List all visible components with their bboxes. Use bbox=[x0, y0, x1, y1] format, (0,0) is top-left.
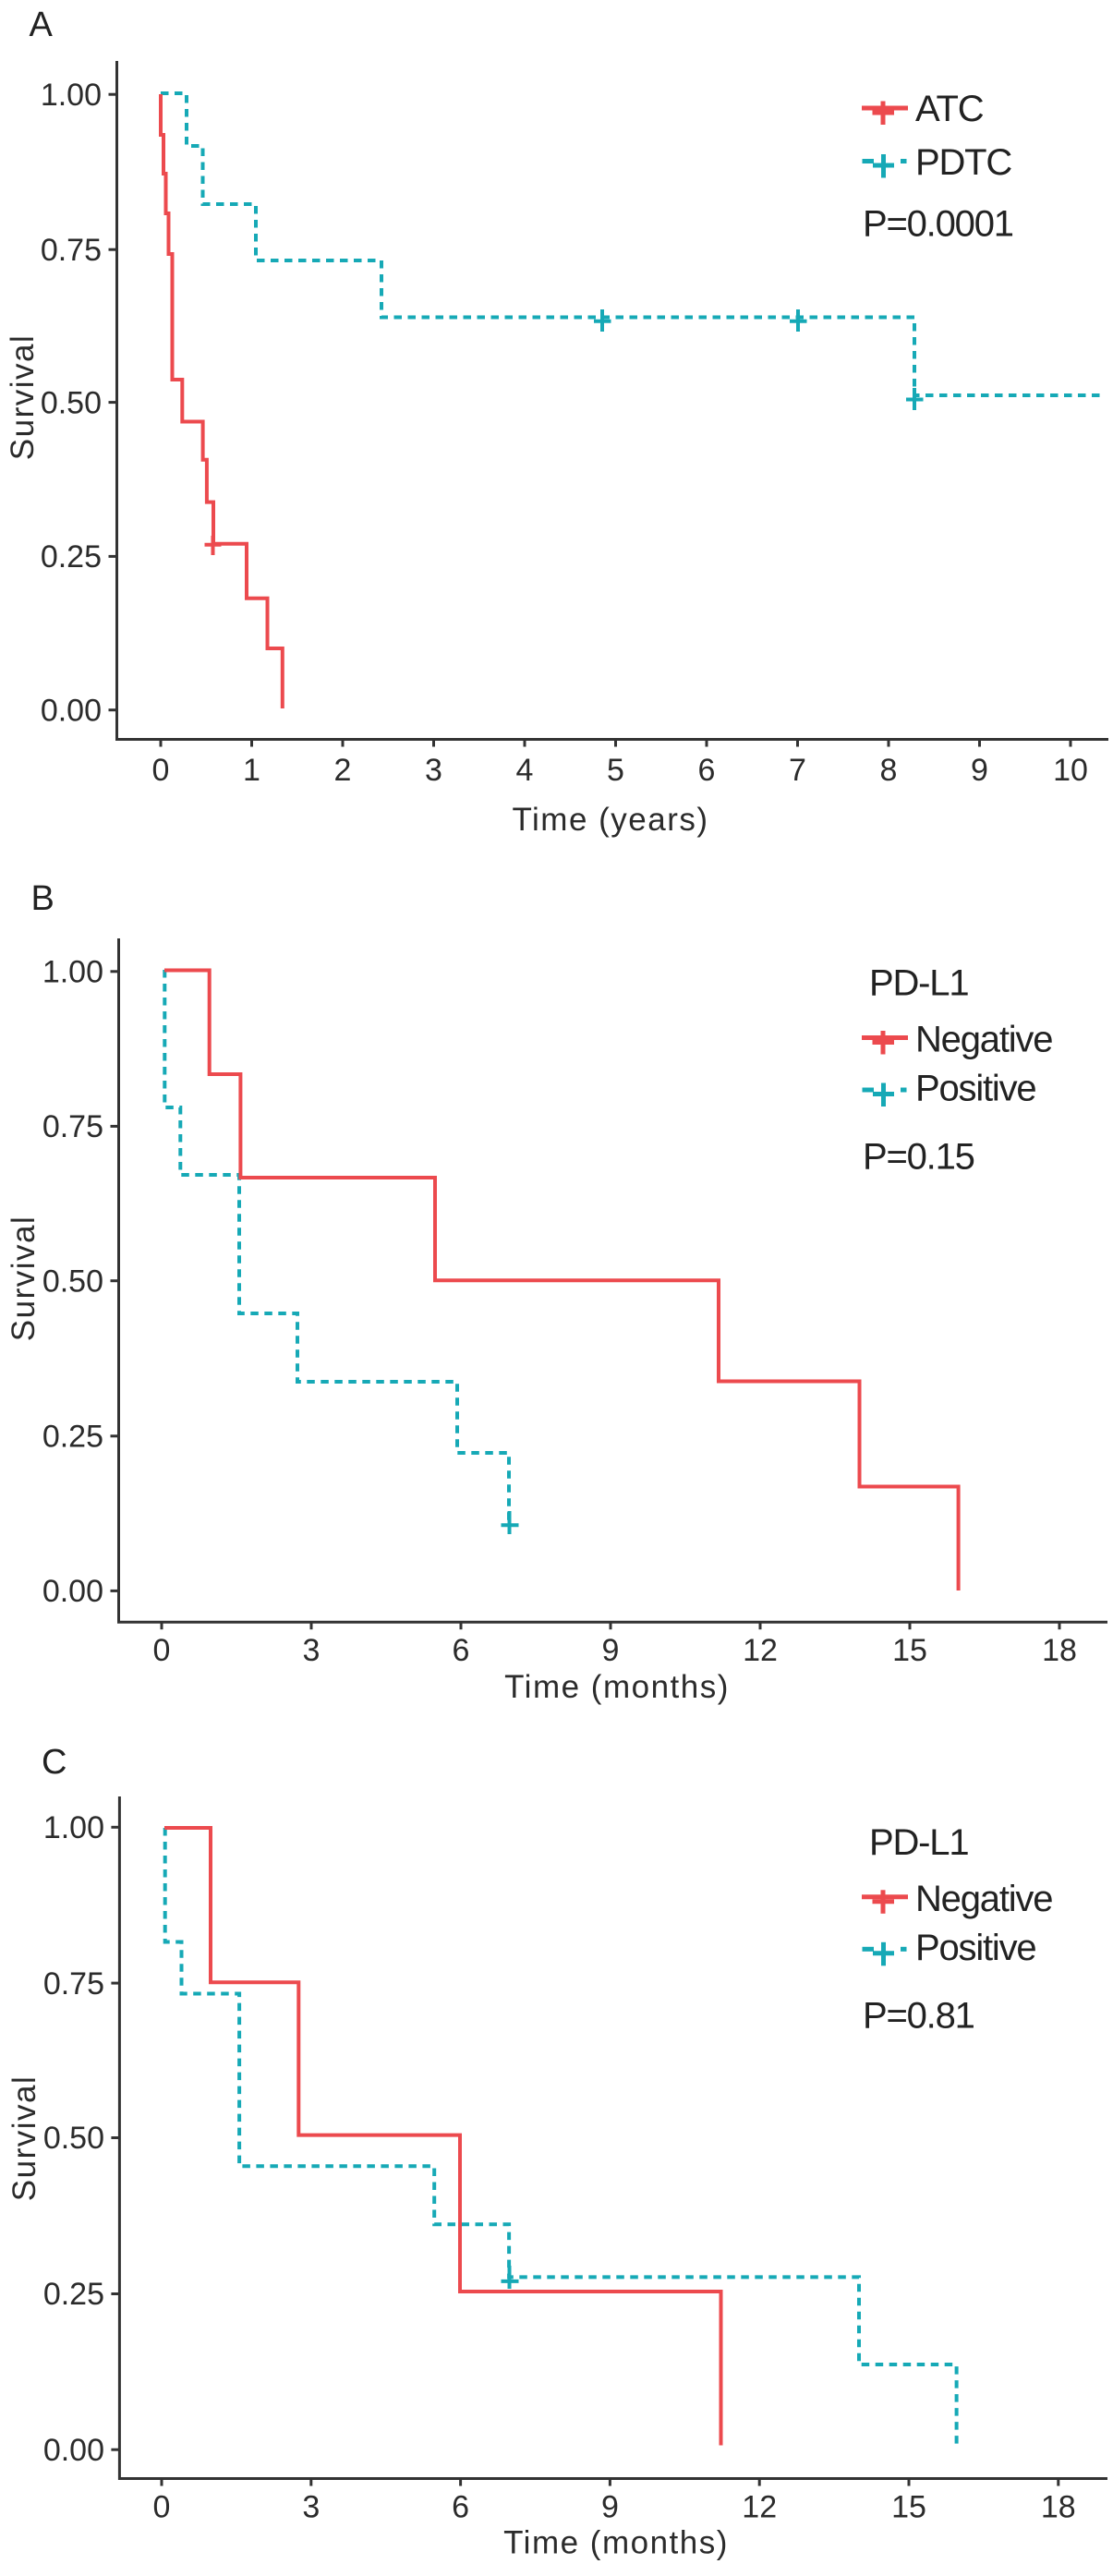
svg-text:6: 6 bbox=[452, 2489, 469, 2524]
svg-text:9: 9 bbox=[971, 753, 988, 788]
svg-text:10: 10 bbox=[1053, 753, 1088, 788]
svg-text:ATC: ATC bbox=[915, 89, 984, 129]
svg-text:P=0.81: P=0.81 bbox=[863, 1996, 974, 2037]
svg-text:7: 7 bbox=[789, 753, 806, 788]
svg-text:12: 12 bbox=[742, 2489, 777, 2524]
svg-text:0.50: 0.50 bbox=[42, 1264, 103, 1299]
svg-text:0.75: 0.75 bbox=[43, 1966, 104, 2002]
svg-text:Survival: Survival bbox=[5, 334, 41, 460]
svg-text:0.75: 0.75 bbox=[41, 233, 102, 268]
svg-text:PDTC: PDTC bbox=[915, 142, 1011, 183]
svg-text:3: 3 bbox=[425, 753, 442, 788]
svg-text:0.50: 0.50 bbox=[41, 386, 102, 421]
svg-text:Survival: Survival bbox=[6, 1215, 42, 1341]
svg-text:Time (months): Time (months) bbox=[504, 1669, 730, 1705]
svg-text:3: 3 bbox=[303, 1633, 321, 1668]
svg-text:5: 5 bbox=[607, 753, 624, 788]
svg-text:P=0.0001: P=0.0001 bbox=[863, 204, 1013, 245]
svg-text:12: 12 bbox=[743, 1633, 778, 1668]
svg-text:1.00: 1.00 bbox=[41, 78, 102, 113]
svg-text:PD-L1: PD-L1 bbox=[869, 1822, 968, 1863]
svg-text:PD-L1: PD-L1 bbox=[869, 963, 968, 1004]
svg-text:Negative: Negative bbox=[915, 1879, 1052, 1919]
svg-text:Time (years): Time (years) bbox=[512, 802, 708, 838]
svg-text:6: 6 bbox=[453, 1633, 470, 1668]
svg-text:Negative: Negative bbox=[915, 1020, 1052, 1060]
svg-text:A: A bbox=[30, 6, 54, 44]
svg-text:0.25: 0.25 bbox=[41, 539, 102, 574]
svg-text:9: 9 bbox=[602, 1633, 620, 1668]
svg-text:C: C bbox=[42, 1743, 67, 1782]
svg-text:0.00: 0.00 bbox=[43, 2433, 104, 2468]
svg-text:0.00: 0.00 bbox=[42, 1574, 103, 1609]
svg-text:6: 6 bbox=[698, 753, 716, 788]
svg-text:0.25: 0.25 bbox=[42, 1420, 103, 1455]
svg-text:1.00: 1.00 bbox=[43, 1810, 104, 1845]
svg-text:18: 18 bbox=[1042, 1633, 1077, 1668]
svg-text:18: 18 bbox=[1041, 2489, 1076, 2524]
svg-text:0.25: 0.25 bbox=[43, 2277, 104, 2312]
svg-text:0.50: 0.50 bbox=[43, 2121, 104, 2156]
svg-text:0: 0 bbox=[153, 1633, 171, 1668]
svg-text:Positive: Positive bbox=[915, 1069, 1035, 1109]
svg-text:2: 2 bbox=[334, 753, 352, 788]
svg-text:Positive: Positive bbox=[915, 1928, 1035, 1968]
svg-text:4: 4 bbox=[516, 753, 534, 788]
svg-text:1.00: 1.00 bbox=[42, 955, 103, 990]
svg-text:0: 0 bbox=[152, 753, 170, 788]
svg-text:B: B bbox=[31, 879, 54, 918]
svg-text:0: 0 bbox=[153, 2489, 171, 2524]
svg-text:1: 1 bbox=[243, 753, 260, 788]
svg-text:9: 9 bbox=[601, 2489, 619, 2524]
svg-text:P=0.15: P=0.15 bbox=[863, 1136, 974, 1177]
svg-text:8: 8 bbox=[880, 753, 898, 788]
svg-text:15: 15 bbox=[892, 1633, 927, 1668]
svg-text:Time (months): Time (months) bbox=[503, 2525, 729, 2561]
svg-text:3: 3 bbox=[302, 2489, 320, 2524]
svg-text:Survival: Survival bbox=[6, 2075, 42, 2201]
svg-text:0.75: 0.75 bbox=[42, 1109, 103, 1144]
svg-text:15: 15 bbox=[891, 2489, 926, 2524]
svg-text:0.00: 0.00 bbox=[41, 694, 102, 729]
